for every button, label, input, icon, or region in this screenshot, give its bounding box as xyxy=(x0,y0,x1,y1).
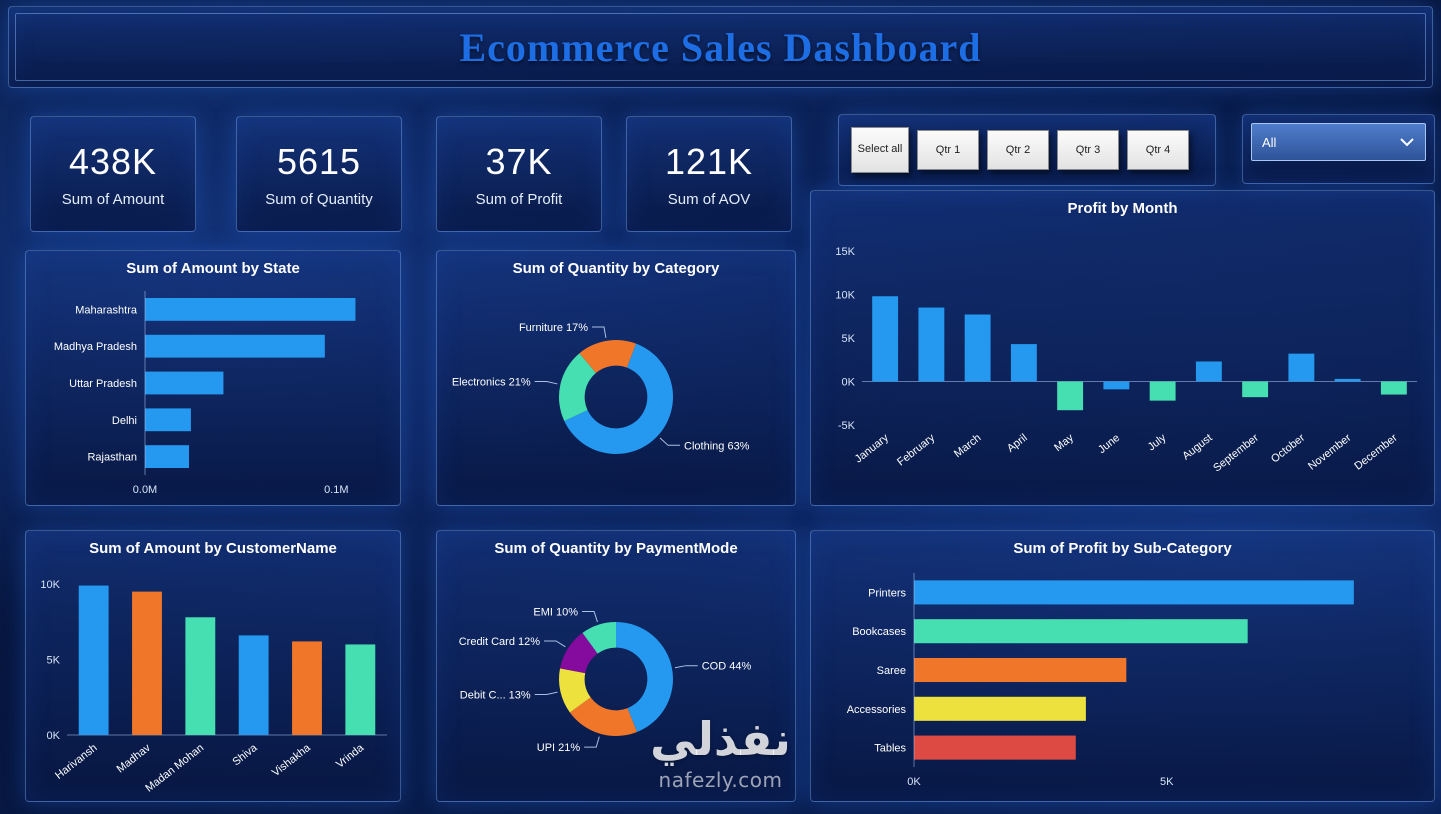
svg-text:Electronics 21%: Electronics 21% xyxy=(452,377,531,389)
svg-text:December: December xyxy=(1352,432,1400,473)
svg-text:5K: 5K xyxy=(1160,776,1174,788)
svg-text:November: November xyxy=(1306,432,1354,473)
svg-text:Tables: Tables xyxy=(874,743,906,755)
svg-text:0K: 0K xyxy=(47,730,61,742)
filter-dropdown[interactable]: All xyxy=(1251,123,1426,161)
chart-title-amount-by-customername: Sum of Amount by CustomerName xyxy=(89,540,337,557)
svg-text:June: June xyxy=(1096,432,1122,456)
svg-text:15K: 15K xyxy=(835,246,855,258)
svg-text:February: February xyxy=(895,432,937,469)
kpi-value-aov: 121K xyxy=(664,140,754,182)
svg-text:0.1M: 0.1M xyxy=(324,484,348,496)
profit-by-month-chart[interactable]: -5K 0K 5K 10K 15K January February March April Ma… xyxy=(812,221,1433,505)
svg-text:EMI 10%: EMI 10% xyxy=(533,606,578,618)
svg-text:August: August xyxy=(1180,432,1214,463)
panel-quantity-by-category: Sum of Quantity by Category Furniture 17… xyxy=(436,250,796,506)
quarter-button-qtr3[interactable]: Qtr 3 xyxy=(1057,130,1119,170)
kpi-label-amount: Sum of Amount xyxy=(61,190,165,208)
panel-profit-by-month: Profit by Month -5K 0K 5K 10K 15K January Febr… xyxy=(810,190,1435,506)
svg-text:Accessories: Accessories xyxy=(847,704,907,716)
svg-text:Clothing 63%: Clothing 63% xyxy=(684,440,750,452)
quantity-by-paymentmode-donut[interactable]: COD 44% UPI 21% Debit C... 13% Credit Card … xyxy=(438,561,794,801)
kpi-label-quantity: Sum of Quantity xyxy=(265,190,373,208)
svg-text:Bookcases: Bookcases xyxy=(852,626,906,638)
kpi-card-sum-of-amount: 438K Sum of Amount xyxy=(30,116,196,232)
dropdown-panel: All xyxy=(1242,114,1435,184)
kpi-label-aov: Sum of AOV xyxy=(667,190,751,208)
title-bar: Ecommerce Sales Dashboard xyxy=(8,6,1433,88)
svg-text:Vishakha: Vishakha xyxy=(270,741,314,779)
svg-text:Debit C... 13%: Debit C... 13% xyxy=(460,689,531,701)
svg-text:July: July xyxy=(1146,432,1169,454)
quantity-by-category-donut[interactable]: Furniture 17% Clothing 63% Electronics 21% xyxy=(438,281,794,521)
svg-text:10K: 10K xyxy=(40,579,60,591)
svg-text:Rajasthan: Rajasthan xyxy=(87,452,137,464)
chevron-down-icon xyxy=(1400,138,1414,147)
svg-text:Credit Card 12%: Credit Card 12% xyxy=(459,636,541,648)
svg-text:Delhi: Delhi xyxy=(112,415,137,427)
svg-text:5K: 5K xyxy=(47,655,61,667)
svg-text:10K: 10K xyxy=(835,290,855,302)
svg-text:September: September xyxy=(1211,432,1261,475)
svg-text:April: April xyxy=(1005,432,1030,455)
quarter-button-select-all[interactable]: Select all xyxy=(851,127,909,173)
svg-text:January: January xyxy=(853,432,892,466)
kpi-value-profit: 37K xyxy=(485,140,553,182)
panel-amount-by-state: Sum of Amount by State Maharashtra Madhya… xyxy=(25,250,401,506)
svg-text:Uttar Pradesh: Uttar Pradesh xyxy=(69,378,137,390)
quarter-button-qtr1[interactable]: Qtr 1 xyxy=(917,130,979,170)
svg-text:Madhav: Madhav xyxy=(115,742,154,776)
svg-text:Shiva: Shiva xyxy=(230,741,260,768)
svg-text:Saree: Saree xyxy=(877,665,906,677)
svg-text:UPI 21%: UPI 21% xyxy=(537,742,581,754)
kpi-label-profit: Sum of Profit xyxy=(475,190,563,208)
dropdown-value: All xyxy=(1262,134,1277,150)
quarter-button-qtr2[interactable]: Qtr 2 xyxy=(987,130,1049,170)
panel-profit-by-subcategory: Sum of Profit by Sub-Category Printers Bo… xyxy=(810,530,1435,802)
svg-text:May: May xyxy=(1052,432,1076,455)
chart-title-quantity-by-paymentmode: Sum of Quantity by PaymentMode xyxy=(494,540,738,557)
chart-title-profit-by-subcategory: Sum of Profit by Sub-Category xyxy=(1013,540,1232,557)
quarter-slicer: Select all Qtr 1 Qtr 2 Qtr 3 Qtr 4 xyxy=(838,114,1216,186)
page-title: Ecommerce Sales Dashboard xyxy=(459,24,982,70)
svg-text:Furniture 17%: Furniture 17% xyxy=(519,322,588,334)
kpi-card-sum-of-quantity: 5615 Sum of Quantity xyxy=(236,116,402,232)
svg-text:Madhya Pradesh: Madhya Pradesh xyxy=(54,341,137,353)
chart-title-quantity-by-category: Sum of Quantity by Category xyxy=(512,260,720,277)
chart-title-profit-by-month: Profit by Month xyxy=(1067,200,1178,217)
title-inner-frame: Ecommerce Sales Dashboard xyxy=(15,13,1426,81)
amount-by-state-chart[interactable]: Maharashtra Madhya Pradesh Uttar Pradesh De… xyxy=(27,281,399,505)
svg-text:October: October xyxy=(1269,432,1307,466)
svg-text:Printers: Printers xyxy=(868,587,906,599)
panel-quantity-by-paymentmode: Sum of Quantity by PaymentMode COD 44% UP… xyxy=(436,530,796,802)
svg-text:0K: 0K xyxy=(842,377,856,389)
svg-text:March: March xyxy=(952,432,983,460)
svg-text:-5K: -5K xyxy=(838,420,856,432)
svg-text:Madan Mohan: Madan Mohan xyxy=(143,742,206,795)
kpi-card-sum-of-profit: 37K Sum of Profit xyxy=(436,116,602,232)
svg-text:0K: 0K xyxy=(907,776,921,788)
kpi-value-amount: 438K xyxy=(68,140,158,182)
panel-amount-by-customername: Sum of Amount by CustomerName 0K 5K 10K Har… xyxy=(25,530,401,802)
svg-text:5K: 5K xyxy=(842,333,856,345)
svg-text:COD 44%: COD 44% xyxy=(702,661,752,673)
quarter-button-qtr4[interactable]: Qtr 4 xyxy=(1127,130,1189,170)
svg-text:Vrinda: Vrinda xyxy=(334,741,367,770)
profit-by-subcategory-chart[interactable]: Printers Bookcases Saree Accessories Tables 0… xyxy=(812,561,1433,801)
svg-text:Maharashtra: Maharashtra xyxy=(75,304,138,316)
svg-text:Harivansh: Harivansh xyxy=(53,742,99,782)
kpi-value-quantity: 5615 xyxy=(276,140,362,182)
kpi-card-sum-of-aov: 121K Sum of AOV xyxy=(626,116,792,232)
svg-text:0.0M: 0.0M xyxy=(133,484,157,496)
chart-title-amount-by-state: Sum of Amount by State xyxy=(126,260,300,277)
